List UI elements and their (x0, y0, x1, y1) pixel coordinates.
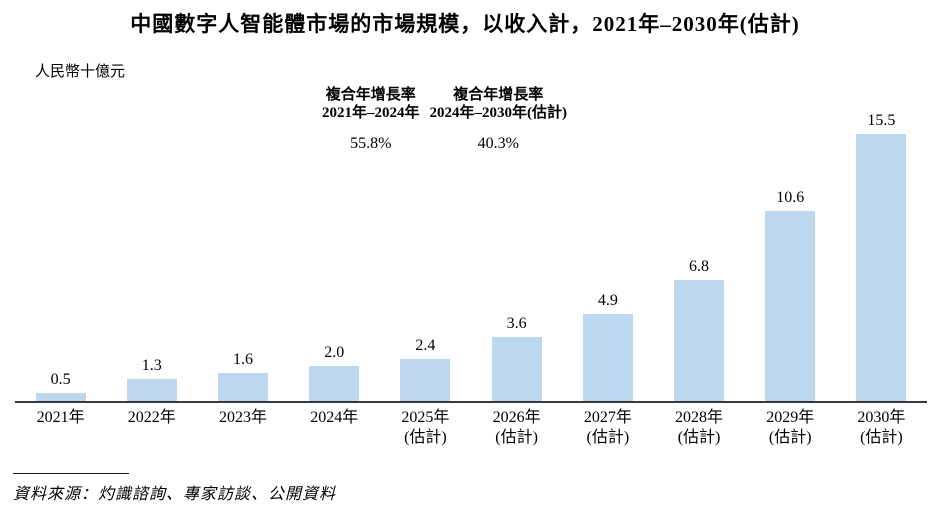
bar-column: 2.4 (380, 112, 471, 402)
bar (856, 134, 907, 402)
x-axis-tick-label: 2021年 (36, 409, 85, 426)
x-axis-labels: 2021年 2022年 2023年 2024年 2025年 (估計) 2026年 (估計) 20… (15, 408, 927, 448)
bar-value-label: 1.3 (141, 356, 162, 374)
bar-value-label: 6.8 (689, 257, 710, 275)
bar (765, 211, 816, 402)
bar (35, 393, 86, 402)
bar (674, 279, 725, 402)
x-axis-tick-label: 2023年 (219, 409, 268, 426)
cagr-value: 55.8% (350, 135, 392, 152)
bar (582, 313, 633, 402)
bar-value-label: 2.0 (324, 344, 345, 361)
cagr-title: 複合年增長率 (453, 87, 544, 103)
cagr-block-2021-2024: 複合年增長率 2021年–2024年 55.8% (322, 86, 420, 153)
bar-column: 15.5 (836, 112, 927, 402)
x-axis-tick-label: 2030年 (估計) (857, 409, 906, 446)
y-axis-unit-label: 人民幣十億元 (35, 64, 126, 80)
cagr-block-2024-2030: 複合年增長率 2024年–2030年(估計) 40.3% (430, 86, 568, 153)
cagr-title: 複合年增長率 (325, 87, 416, 103)
bar-value-label: 10.6 (776, 189, 805, 207)
x-axis-tick-label: 2026年 (估計) (492, 409, 541, 446)
cagr-period: 2021年–2024年 (322, 105, 420, 121)
page-title: 中國數字人智能體市場的市場規模，以收入計，2021年–2030年(估計) (130, 12, 800, 36)
bar-column: 4.9 (562, 112, 653, 402)
x-axis-tick-label: 2029年 (估計) (766, 409, 815, 446)
bar-column: 2.0 (289, 112, 380, 402)
bar-value-label: 3.6 (506, 315, 527, 333)
x-axis-tick-label: 2022年 (127, 409, 176, 426)
bar (218, 373, 268, 402)
bar (491, 337, 542, 402)
bar-value-label: 2.4 (415, 336, 436, 354)
x-axis-tick-label: 2025年 (估計) (401, 409, 450, 446)
bar-column: 10.6 (745, 112, 836, 402)
bar-value-label: 1.6 (233, 351, 253, 369)
cagr-annotations: 複合年增長率 2021年–2024年 55.8% 複合年增長率 2024年–20… (322, 86, 567, 153)
x-axis-tick-label: 2028年 (估計) (675, 409, 724, 446)
bar-value-label: 0.5 (50, 371, 71, 388)
source-divider (13, 473, 129, 474)
x-axis-tick-label: 2027年 (估計) (583, 409, 632, 446)
cagr-period: 2024年–2030年(估計) (429, 105, 568, 121)
bar (309, 366, 360, 402)
x-axis-tick-label: 2024年 (310, 409, 359, 426)
cagr-value: 40.3% (477, 135, 519, 152)
bar-column: 1.6 (197, 112, 288, 402)
bar (400, 358, 451, 402)
bar (126, 378, 177, 402)
bar-column: 0.5 (15, 112, 106, 402)
bar-column: 3.6 (471, 112, 562, 402)
bar-column: 1.3 (106, 112, 197, 402)
bar-value-label: 4.9 (597, 291, 618, 309)
source-text: 資料來源：灼識諮詢、專家訪談、公開資料 (13, 486, 337, 503)
bar-value-label: 15.5 (867, 112, 896, 129)
bars-row: 0.5 1.3 1.6 2.0 2.4 3.6 4.9 6.8 10.6 15.5 (15, 112, 927, 402)
x-axis-line (15, 401, 927, 403)
bar-column: 6.8 (653, 112, 744, 402)
